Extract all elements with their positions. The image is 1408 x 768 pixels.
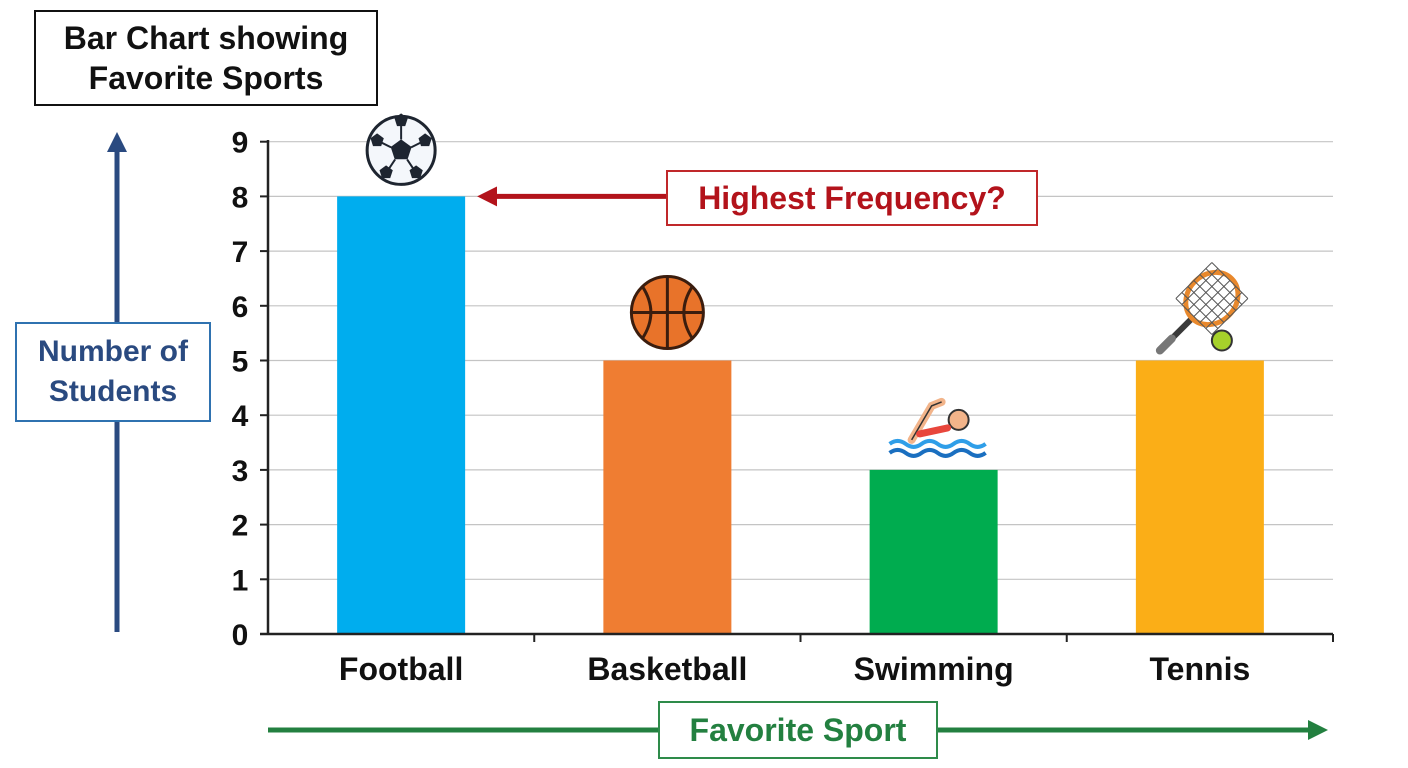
x-tick-label: Football [339, 651, 463, 687]
bar-basketball [603, 360, 732, 634]
y-tick-label: 7 [232, 236, 249, 269]
y-tick-label: 8 [232, 181, 249, 214]
x-tick-label: Swimming [854, 651, 1014, 687]
x-tick-label: Tennis [1150, 651, 1251, 687]
y-axis-ticks: 0 1 2 3 4 5 6 7 8 9 [232, 127, 268, 652]
bar-tennis [1135, 360, 1264, 634]
chart-title-line-1: Bar Chart showing [63, 20, 349, 56]
highest-frequency-callout: Highest Frequency? [666, 170, 1038, 226]
x-axis-label: Favorite Sport [658, 701, 938, 759]
y-tick-label: 6 [232, 291, 249, 324]
y-axis-label: Number of Students [15, 322, 211, 422]
y-tick-label: 1 [232, 564, 249, 597]
tennis-racket-icon [1155, 262, 1249, 355]
y-axis-label-line-2: Students [48, 375, 178, 408]
y-tick-label: 5 [232, 346, 249, 379]
y-tick-label: 4 [232, 400, 249, 433]
bar-swimming [869, 469, 998, 634]
bar-football [337, 196, 466, 634]
y-tick-label: 0 [232, 619, 249, 652]
highest-frequency-callout-text: Highest Frequency? [698, 179, 1006, 216]
basketball-icon [629, 275, 705, 350]
y-tick-label: 3 [232, 455, 249, 488]
soccer-ball-icon [365, 113, 437, 186]
x-axis-label-text: Favorite Sport [689, 711, 907, 748]
x-tick-label: Basketball [587, 651, 747, 687]
y-axis-label-line-1: Number of [38, 335, 188, 368]
chart-title: Bar Chart showing Favorite Sports [34, 10, 378, 106]
x-axis-ticks: Football Basketball Swimming Tennis [339, 634, 1334, 687]
y-tick-label: 2 [232, 510, 249, 543]
bars [337, 196, 1264, 634]
chart-title-line-2: Favorite Sports [88, 60, 324, 96]
y-tick-label: 9 [232, 127, 249, 160]
swimmer-icon [888, 397, 987, 458]
